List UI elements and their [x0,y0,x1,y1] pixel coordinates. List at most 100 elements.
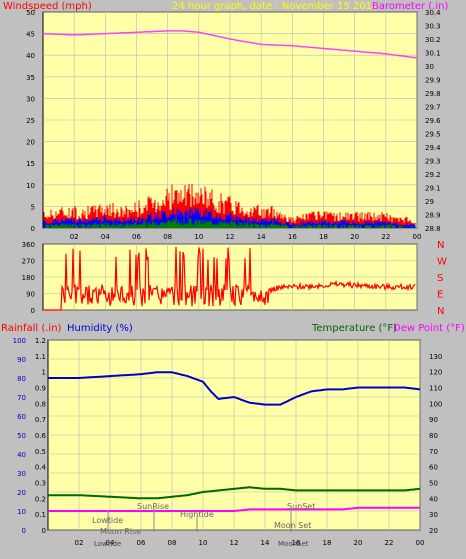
direction-y-axis-ticks: 0 90 180 270 360 [22,241,35,315]
barometer-tick-label: 30.4 [425,9,441,17]
windspeed-tick-label: 15 [26,160,35,168]
barometer-tick-label: 30 [425,63,434,71]
rainfall-title: Rainfall (.in) [1,323,62,334]
wind-x-tick-label: 18 [319,233,328,241]
wind-x-tick-label: 02 [70,233,79,241]
lowtide-axis-label: Lowtide [94,540,121,548]
humidity-x-tick-label: 18 [323,539,332,547]
temperature-tick-label: 60 [429,464,438,472]
humidity-tick-label: 50 [17,432,26,440]
humidity-tick-label: 30 [17,470,26,478]
wind-x-tick-label: 16 [288,233,297,241]
temperature-y-axis-ticks: 20 30 40 50 60 70 80 90 100 110 120 130 [429,353,442,535]
humidity-title: Humidity (%) [67,323,133,334]
windspeed-tick-label: 35 [26,74,35,82]
humidity-tick-label: 40 [17,451,26,459]
barometer-tick-label: 29.6 [425,117,441,125]
wind-x-tick-label: 20 [350,233,359,241]
wind-x-tick-label: 08 [163,233,172,241]
barometer-tick-label: 29.3 [425,158,441,166]
direction-tick-label: 0 [31,307,35,315]
wind-bars [43,184,416,228]
rainfall-tick-label: 0 [42,527,46,535]
temperature-tick-label: 40 [429,495,438,503]
rainfall-y-axis-ticks: 0 0.1 0.2 0.3 0.4 0.5 0.6 0.7 0.8 0.9 1 1.1 1.2 [35,337,47,535]
moonrise-label: Moon Rise [100,527,141,536]
humidity-tick-label: 0 [22,527,26,535]
humidity-tick-label: 60 [17,413,26,421]
temperature-tick-label: 20 [429,527,438,535]
barometer-tick-label: 29 [425,198,434,206]
humidity-x-tick-label: 22 [385,539,394,547]
windspeed-tick-label: 50 [26,9,35,17]
windspeed-tick-label: 20 [26,139,35,147]
humidity-x-tick-label: 04 [106,539,115,547]
lowtide-label: Lowtide [92,516,123,525]
temperature-tick-label: 70 [429,448,438,456]
barometer-tick-label: 30.2 [425,36,441,44]
wind-x-tick-label: 06 [132,233,141,241]
compass-label: E [437,290,443,301]
compass-label: S [437,273,443,284]
moonset-axis-label: MoonSet [278,540,309,548]
temperature-title: Temperature (°F) [311,323,397,334]
humidity-y-axis-ticks: 0 10 20 30 40 50 60 70 80 90 100 [13,337,26,535]
temperature-tick-label: 110 [429,385,442,393]
wind-x-tick-label: 12 [226,233,235,241]
hightide-label: Hightide [180,510,214,519]
barometer-tick-label: 30.1 [425,50,441,58]
direction-trace [44,246,416,311]
humidity-x-tick-label: 14 [261,539,270,547]
temperature-tick-label: 90 [429,416,438,424]
barometer-tick-label: 29.1 [425,185,441,193]
humidity-x-tick-label: 20 [354,539,363,547]
humidity-line [48,371,421,406]
humidity-tick-label: 100 [13,337,26,345]
barometer-tick-label: 29.8 [425,90,441,98]
humidity-tick-label: 90 [17,356,26,364]
windspeed-tick-label: 5 [31,203,35,211]
humidity-x-tick-label: 00 [416,539,425,547]
rainfall-tick-label: 0.5 [35,448,46,456]
temperature-tick-label: 80 [429,432,438,440]
direction-tick-label: 180 [22,274,35,282]
barometer-tick-label: 29.7 [425,104,441,112]
windspeed-tick-label: 10 [26,182,35,190]
barometer-line [42,30,418,59]
wind-grid [43,11,418,229]
rainfall-tick-label: 1 [42,369,46,377]
humidity-tick-label: 20 [17,489,26,497]
dewpoint-title: Dew Point (°F) [393,323,465,334]
barometer-tick-label: 30.3 [425,23,441,31]
temperature-tick-label: 30 [429,511,438,519]
wind-x-tick-label: 22 [381,233,390,241]
temperature-tick-label: 130 [429,353,442,361]
humidity-x-tick-label: 02 [75,539,84,547]
wind-x-tick-label: 00 [413,233,422,241]
rainfall-tick-label: 0.8 [35,400,46,408]
humidity-tick-label: 80 [17,375,26,383]
rainfall-tick-label: 1.2 [35,337,46,345]
windspeed-tick-label: 45 [26,31,35,39]
wind-x-axis-ticks: 02 04 06 08 10 12 14 16 18 20 22 00 [70,233,422,241]
direction-tick-label: 270 [22,258,35,266]
windspeed-title: Windspeed (mph) [3,1,92,12]
temperature-tick-label: 120 [429,369,442,377]
barometer-tick-label: 29.2 [425,171,441,179]
windspeed-tick-label: 25 [26,117,35,125]
moonset-label: Moon Set [274,521,311,530]
rainfall-tick-label: 0.3 [35,480,46,488]
barometer-tick-label: 28.8 [425,225,441,233]
compass-label: N [437,306,444,317]
humidity-tick-label: 70 [17,394,26,402]
barometer-tick-label: 29.4 [425,144,441,152]
sunrise-label: SunRise [137,502,169,511]
humidity-tick-label: 10 [17,508,26,516]
rainfall-tick-label: 0.9 [35,385,46,393]
barometer-tick-label: 29.5 [425,131,441,139]
windspeed-tick-label: 30 [26,95,35,103]
